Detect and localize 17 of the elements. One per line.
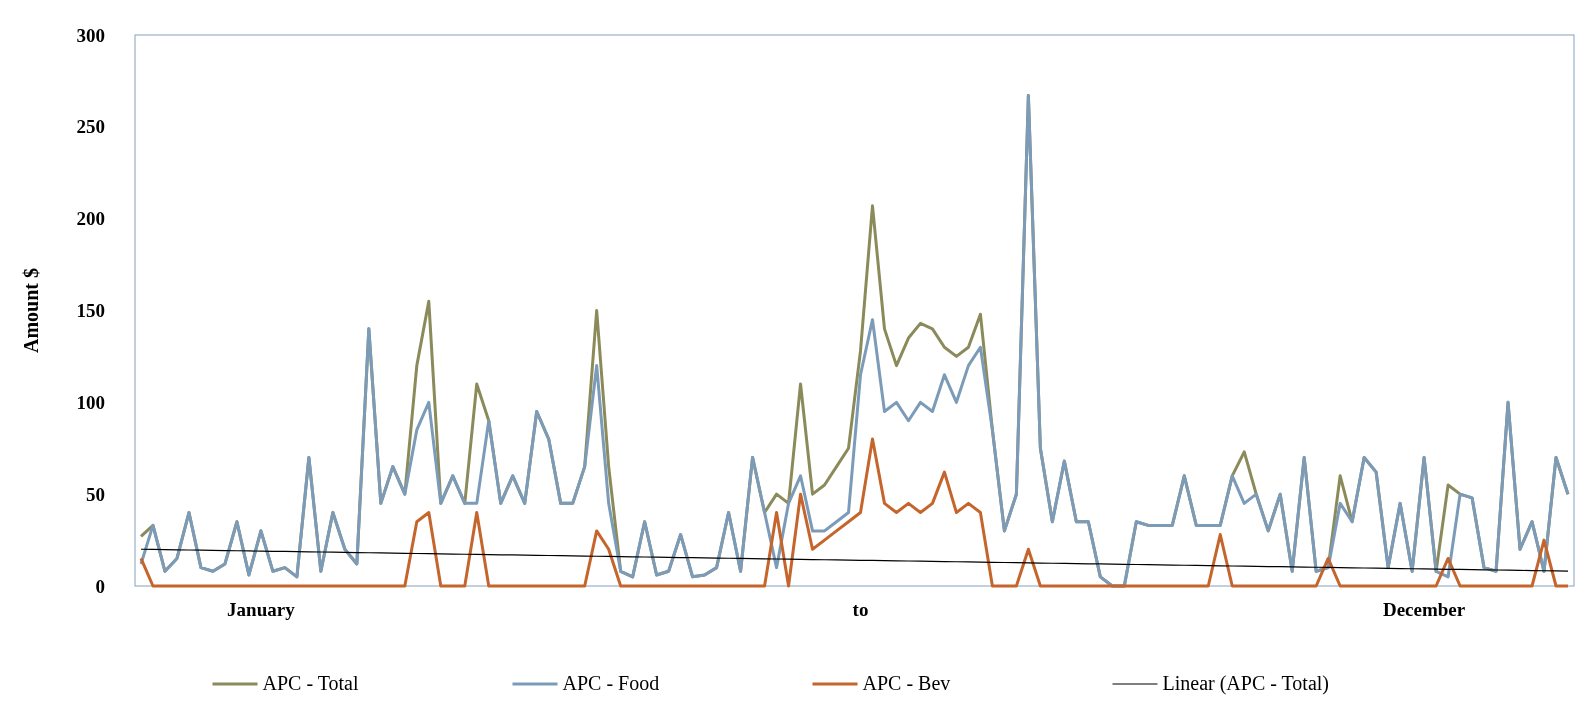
line-series <box>140 548 1569 572</box>
x-tick-label: January <box>227 599 296 620</box>
y-tick-label: 250 <box>76 116 105 138</box>
legend-label: APC - Total <box>262 672 359 694</box>
y-tick-label: 100 <box>76 391 105 413</box>
legend-label: Linear (APC - Total) <box>1162 672 1330 695</box>
x-tick-label: December <box>1382 599 1466 620</box>
y-tick-label: 50 <box>86 483 105 505</box>
y-tick-label: 0 <box>95 575 105 597</box>
y-tick-label: 200 <box>76 208 105 230</box>
y-axis-title: Amount $ <box>20 267 42 354</box>
y-tick-label: 150 <box>76 300 105 322</box>
legend-label: APC - Bev <box>862 672 951 694</box>
legend-label: APC - Food <box>562 672 660 694</box>
x-tick-label: to <box>852 599 869 620</box>
y-tick-label: 300 <box>76 24 105 46</box>
line-series <box>139 437 1570 588</box>
